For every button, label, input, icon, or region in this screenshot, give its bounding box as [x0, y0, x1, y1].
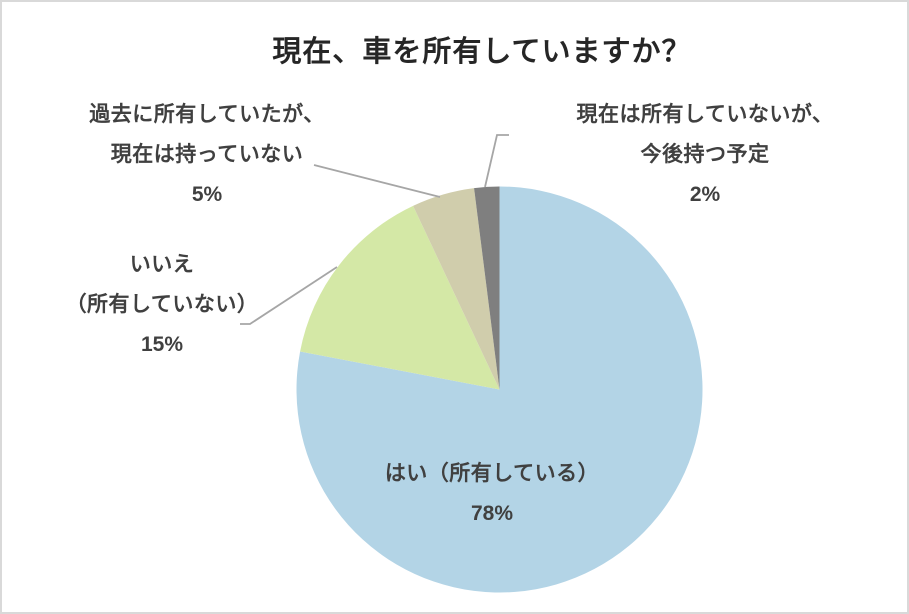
slice-percent-label: 78%: [470, 502, 514, 525]
pie-slice-3: [474, 186, 500, 390]
slice-percent-label: 15%: [140, 333, 184, 356]
slice-percent-label: 2%: [689, 183, 721, 206]
slice-label-text: 現在は所有していないが、: [576, 103, 834, 126]
slice-label-past: 過去に所有していたが、 現在は持っていない 5%: [47, 95, 367, 215]
slice-label-future: 現在は所有していないが、 今後持つ予定 2%: [545, 95, 865, 215]
slice-label-text: はい（所有している）: [384, 462, 600, 485]
slice-percent-label: 5%: [191, 183, 223, 206]
chart-title: 現在、車を所有していますか？: [272, 36, 692, 68]
slice-label-text: （所有していない）: [65, 293, 259, 316]
slice-label-text: 現在は持っていない: [110, 143, 304, 166]
slice-label-no: いいえ （所有していない） 15%: [22, 245, 302, 365]
slice-label-text: 過去に所有していたが、: [89, 103, 325, 126]
pie-slice-0: [296, 186, 703, 593]
pie-slice-1: [300, 205, 500, 390]
pie-slices: [296, 186, 703, 593]
leader-line-future-slice: [484, 134, 509, 188]
slice-label-text: いいえ: [129, 253, 195, 276]
leader-line-no-slice: [240, 266, 338, 325]
slice-label-yes: はい（所有している） 78%: [342, 454, 642, 534]
slice-label-text: 今後持つ予定: [640, 143, 770, 166]
pie-slice-2: [413, 188, 500, 390]
leader-line-past-slice: [313, 164, 441, 198]
